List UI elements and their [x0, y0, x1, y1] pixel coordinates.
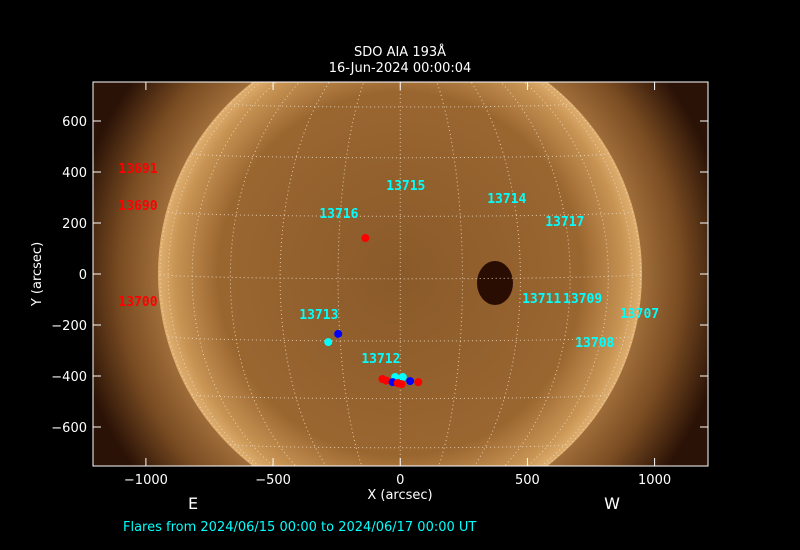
- heliographic-grid: [159, 41, 642, 508]
- coronal-hole: [477, 261, 513, 305]
- flare-marker: [397, 380, 406, 389]
- x-tick-label: 0: [396, 473, 404, 488]
- latitude-line: [338, 41, 462, 42]
- region-label-13717: 13717: [545, 215, 584, 230]
- flare-period-footer: Flares from 2024/06/15 00:00 to 2024/06/…: [123, 520, 476, 535]
- latitude-line: [167, 335, 633, 342]
- chart-title: SDO AIA 193Å: [354, 44, 446, 60]
- latitude-line: [167, 211, 633, 217]
- y-axis-label: Y (arcsec): [30, 242, 45, 307]
- west-label: W: [604, 494, 620, 513]
- region-label-13690: 13690: [118, 199, 157, 214]
- region-label-13700: 13700: [118, 295, 157, 310]
- x-tick-label: 1000: [638, 473, 671, 488]
- y-tick-label: −400: [51, 370, 87, 385]
- flare-markers: [324, 234, 423, 389]
- chart-subtitle: 16-Jun-2024 00:00:04: [329, 61, 472, 76]
- flare-marker: [324, 338, 333, 347]
- region-label-13707: 13707: [620, 307, 659, 322]
- y-tick-label: −200: [51, 319, 87, 334]
- region-label-13691: 13691: [118, 162, 157, 177]
- latitude-line: [191, 153, 609, 159]
- flare-marker: [382, 376, 391, 385]
- x-tick-label: 500: [515, 473, 540, 488]
- x-tick-label: −500: [255, 473, 291, 488]
- flare-marker: [334, 329, 343, 338]
- region-label-13716: 13716: [319, 207, 358, 222]
- region-label-13714: 13714: [487, 192, 526, 207]
- region-label-13715: 13715: [386, 179, 425, 194]
- flare-marker: [398, 373, 407, 382]
- flare-marker: [361, 234, 370, 243]
- latitude-line: [191, 394, 609, 400]
- flare-marker: [414, 378, 423, 387]
- flare-marker: [406, 377, 415, 386]
- x-axis-label: X (arcsec): [367, 488, 432, 503]
- x-tick-label: −1000: [124, 473, 168, 488]
- region-label-13712: 13712: [361, 352, 400, 367]
- region-label-13713: 13713: [299, 308, 338, 323]
- y-tick-label: 400: [62, 166, 87, 181]
- axes: −1000 −500 0 500 1000 −600 −400 −200 0 200 400 600: [51, 82, 708, 488]
- y-tick-label: 200: [62, 217, 87, 232]
- latitude-line: [338, 507, 462, 508]
- y-tick-label: 0: [79, 268, 87, 283]
- y-tick-label: −600: [51, 421, 87, 436]
- region-label-13711: 13711: [522, 292, 561, 307]
- region-labels: 13691 13690 13700 13716 13715 13714 13717 13711…: [118, 162, 659, 367]
- east-label: E: [188, 494, 198, 513]
- region-label-13709: 13709: [563, 292, 602, 307]
- latitude-line: [159, 273, 641, 280]
- region-label-13708: 13708: [575, 336, 614, 351]
- y-tick-label: 600: [62, 115, 87, 130]
